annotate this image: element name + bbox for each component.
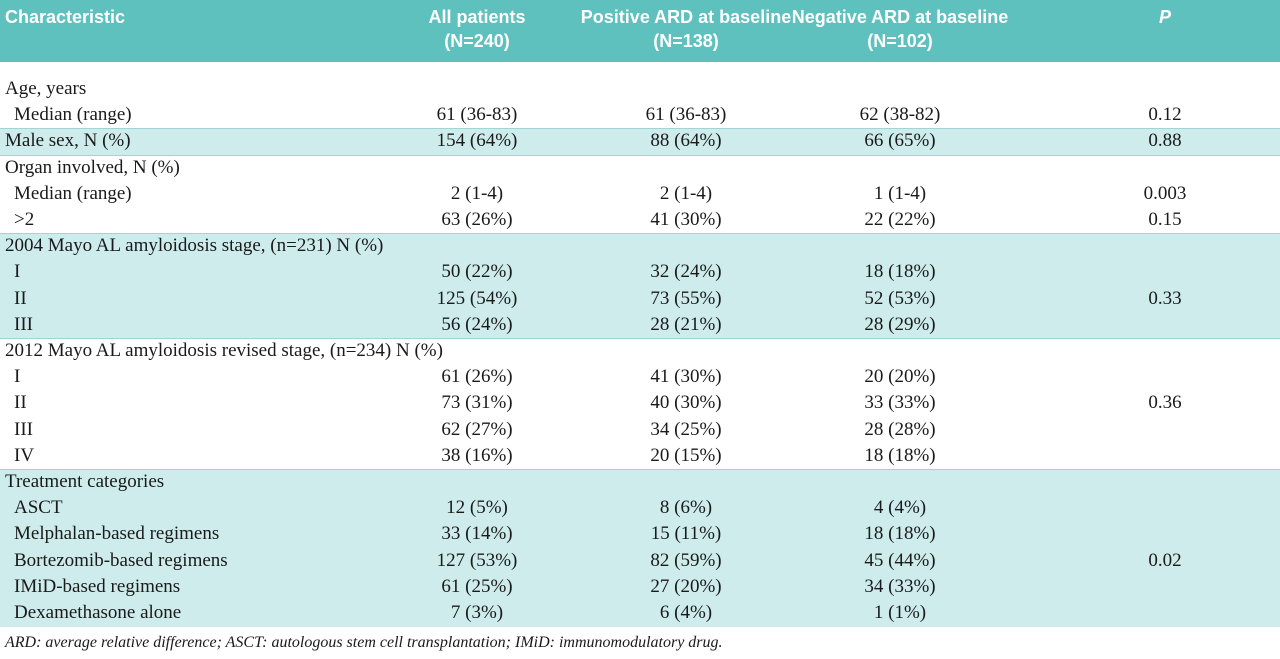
row-value: 154 (64%) bbox=[436, 130, 518, 152]
row-value: 127 (53%) bbox=[436, 549, 518, 571]
row-label: Melphalan-based regimens bbox=[14, 523, 220, 545]
row-value: 61 (25%) bbox=[441, 575, 513, 597]
row-value: 61 (36-83) bbox=[645, 104, 727, 126]
row-value: 62 (38-82) bbox=[859, 104, 941, 126]
row-value: 28 (28%) bbox=[864, 418, 936, 440]
row-value: 62 (27%) bbox=[441, 418, 513, 440]
row-value: 18 (18%) bbox=[864, 261, 936, 283]
header-cell: (N=138) bbox=[653, 31, 719, 51]
row-label: Age, years bbox=[5, 78, 87, 99]
row-value: 41 (30%) bbox=[650, 209, 722, 230]
row-value: 2 (1-4) bbox=[659, 182, 713, 204]
row-value: 52 (53%) bbox=[864, 287, 936, 309]
row-value: 1 (1%) bbox=[873, 602, 927, 623]
row-label: IV bbox=[14, 444, 35, 466]
row-value: 73 (31%) bbox=[441, 392, 513, 414]
row-value: 1 (1-4) bbox=[873, 182, 927, 204]
row-value: 34 (25%) bbox=[650, 418, 722, 440]
row-value: 20 (15%) bbox=[650, 444, 722, 466]
row-label: II bbox=[14, 392, 27, 414]
header-cell: (N=240) bbox=[444, 31, 510, 51]
section-band bbox=[0, 76, 1280, 128]
row-value: 41 (30%) bbox=[650, 366, 722, 388]
row-label: I bbox=[14, 261, 21, 283]
row-value: 45 (44%) bbox=[864, 549, 936, 571]
row-label: 2012 Mayo AL amyloidosis revised stage, … bbox=[5, 340, 443, 361]
row-value: 33 (33%) bbox=[864, 392, 936, 414]
row-label: IMiD-based regimens bbox=[14, 575, 181, 597]
row-label: Dexamethasone alone bbox=[14, 602, 182, 623]
row-value: 125 (54%) bbox=[436, 287, 518, 309]
section-band bbox=[0, 128, 1280, 156]
row-value: 38 (16%) bbox=[441, 444, 513, 466]
row-value: 40 (30%) bbox=[650, 392, 722, 414]
row-label: I bbox=[14, 366, 21, 388]
row-value: 32 (24%) bbox=[650, 261, 722, 283]
row-value: 15 (11%) bbox=[650, 523, 722, 545]
header-cell: Negative ARD at baseline bbox=[791, 7, 1009, 27]
row-value: 0.88 bbox=[1148, 130, 1182, 152]
row-label: Male sex, N (%) bbox=[5, 130, 131, 152]
row-value: 7 (3%) bbox=[450, 602, 504, 623]
row-value: 0.003 bbox=[1143, 182, 1187, 204]
row-value: 18 (18%) bbox=[864, 444, 936, 466]
header-row bbox=[0, 0, 1280, 62]
row-value: 0.02 bbox=[1148, 549, 1182, 571]
row-value: 12 (5%) bbox=[446, 497, 508, 519]
row-value: 0.12 bbox=[1148, 104, 1182, 126]
row-value: 88 (64%) bbox=[650, 130, 722, 152]
section-band bbox=[0, 154, 1280, 235]
row-value: 2 (1-4) bbox=[450, 182, 504, 204]
section-band bbox=[0, 233, 1280, 339]
header-cell: (N=102) bbox=[867, 31, 933, 51]
row-label: 2004 Mayo AL amyloidosis stage, (n=231) … bbox=[5, 235, 384, 257]
row-value: 4 (4%) bbox=[873, 497, 927, 519]
row-value: 63 (26%) bbox=[441, 209, 513, 230]
row-label: ASCT bbox=[14, 497, 63, 519]
row-value: 6 (4%) bbox=[659, 602, 713, 623]
row-label: Median (range) bbox=[14, 182, 132, 204]
header-cell: P bbox=[1158, 7, 1172, 27]
header-cell: Positive ARD at baseline bbox=[580, 7, 792, 27]
row-label: >2 bbox=[14, 209, 35, 230]
row-value: 61 (26%) bbox=[441, 366, 513, 388]
row-value: 33 (14%) bbox=[441, 523, 513, 545]
row-value: 50 (22%) bbox=[441, 261, 513, 283]
row-value: 18 (18%) bbox=[864, 523, 936, 545]
section-band bbox=[0, 469, 1280, 628]
row-value: 61 (36-83) bbox=[436, 104, 518, 126]
row-value: 28 (21%) bbox=[650, 313, 722, 335]
row-value: 27 (20%) bbox=[650, 575, 722, 597]
row-value: 66 (65%) bbox=[864, 130, 936, 152]
row-label: III bbox=[14, 313, 33, 335]
header-cell: Characteristic bbox=[5, 7, 126, 27]
row-label: II bbox=[14, 287, 27, 309]
section-band bbox=[0, 338, 1280, 470]
row-value: 28 (29%) bbox=[864, 313, 936, 335]
row-label: Bortezomib-based regimens bbox=[14, 549, 228, 571]
footnote: ARD: average relative difference; ASCT: … bbox=[5, 634, 723, 651]
row-value: 8 (6%) bbox=[659, 497, 713, 519]
row-label: Median (range) bbox=[14, 104, 132, 126]
row-value: 0.15 bbox=[1148, 209, 1182, 230]
row-value: 0.33 bbox=[1148, 287, 1182, 309]
row-value: 22 (22%) bbox=[864, 209, 936, 230]
row-label: Treatment categories bbox=[5, 471, 165, 492]
row-value: 73 (55%) bbox=[650, 287, 722, 309]
row-value: 34 (33%) bbox=[864, 575, 936, 597]
row-label: Organ involved, N (%) bbox=[5, 156, 180, 178]
header-cell: All patients bbox=[428, 7, 526, 27]
row-value: 20 (20%) bbox=[864, 366, 936, 388]
row-label: III bbox=[14, 418, 33, 440]
row-value: 82 (59%) bbox=[650, 549, 722, 571]
row-value: 56 (24%) bbox=[441, 313, 513, 335]
row-value: 0.36 bbox=[1148, 392, 1182, 414]
